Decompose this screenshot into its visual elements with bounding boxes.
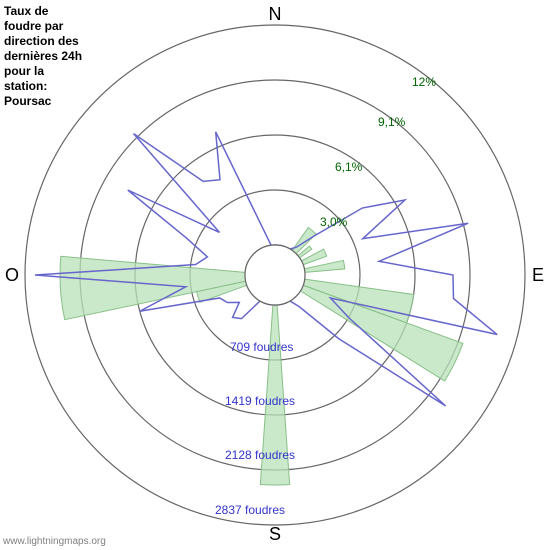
- svg-text:12%: 12%: [412, 75, 436, 89]
- svg-text:O: O: [5, 265, 19, 285]
- svg-text:9,1%: 9,1%: [378, 115, 406, 129]
- svg-text:N: N: [269, 4, 282, 24]
- svg-text:2128 foudres: 2128 foudres: [225, 448, 295, 462]
- svg-text:1419 foudres: 1419 foudres: [225, 394, 295, 408]
- green-ring-labels: 3,0% 6,1% 9,1% 12%: [320, 75, 436, 229]
- svg-text:2837 foudres: 2837 foudres: [215, 503, 285, 517]
- svg-text:709 foudres: 709 foudres: [230, 340, 293, 354]
- svg-text:3,0%: 3,0%: [320, 215, 348, 229]
- svg-text:6,1%: 6,1%: [335, 160, 363, 174]
- svg-text:E: E: [532, 265, 544, 285]
- svg-text:S: S: [269, 524, 281, 544]
- polar-chart: N E S O 3,0% 6,1% 9,1% 12% 709 foudres 1419 fou…: [0, 0, 550, 550]
